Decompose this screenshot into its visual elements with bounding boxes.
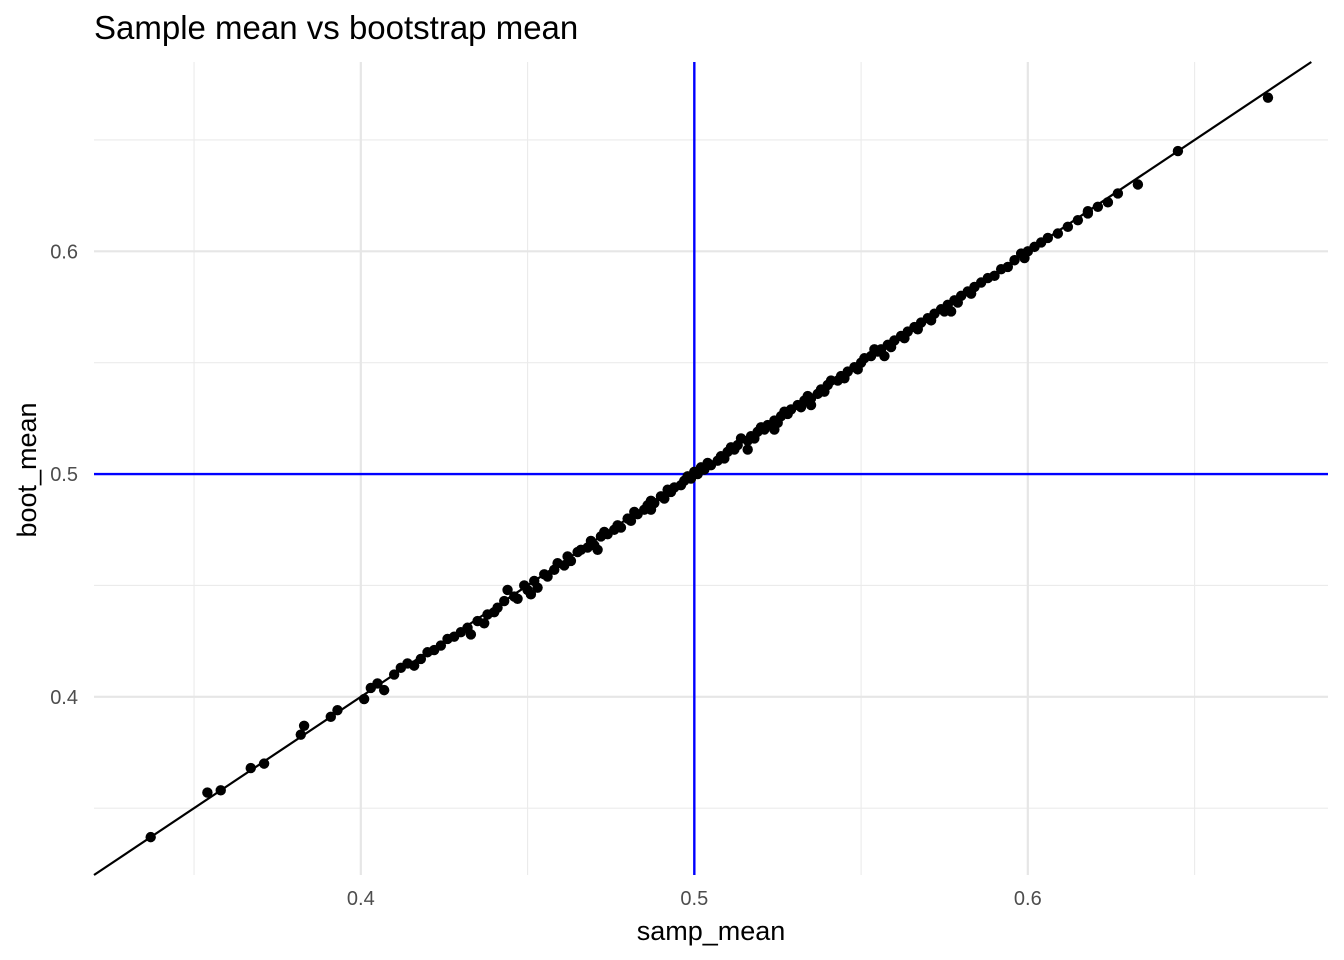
data-point <box>659 493 670 504</box>
data-point <box>258 758 270 769</box>
data-point <box>1092 201 1104 212</box>
data-point <box>298 720 310 731</box>
data-point <box>1002 261 1014 273</box>
data-point <box>945 306 957 317</box>
data-point <box>1082 206 1094 217</box>
y-tick-label: 0.6 <box>50 241 78 263</box>
data-point <box>378 684 390 696</box>
data-point <box>1102 197 1114 208</box>
data-point <box>615 522 627 533</box>
data-point <box>592 544 603 555</box>
data-point <box>1009 255 1020 266</box>
data-point <box>542 571 553 582</box>
data-point <box>415 653 427 665</box>
tick-labels: 0.4 0.5 0.6 0.4 0.5 0.6 <box>50 241 1042 910</box>
data-point <box>989 270 1000 282</box>
data-point <box>372 678 383 689</box>
data-point <box>245 762 256 774</box>
data-point <box>565 555 577 567</box>
data-point <box>358 693 370 705</box>
y-tick-label: 0.4 <box>50 687 78 709</box>
chart-title: Sample mean vs bootstrap mean <box>94 9 578 46</box>
data-point <box>512 593 523 605</box>
data-point <box>805 399 817 411</box>
y-axis-label: boot_mean <box>12 402 42 537</box>
data-point <box>295 729 306 740</box>
data-points <box>145 92 1274 843</box>
data-point <box>435 640 447 651</box>
x-tick-label: 0.5 <box>680 888 708 910</box>
data-point <box>1019 252 1030 264</box>
data-point <box>1172 145 1184 157</box>
data-point <box>532 582 543 593</box>
y-tick-label: 0.5 <box>50 464 78 486</box>
data-point <box>1042 232 1054 244</box>
data-point <box>645 504 657 515</box>
data-point <box>769 424 780 435</box>
x-tick-label: 0.6 <box>1014 888 1042 910</box>
data-point <box>1062 221 1074 233</box>
x-tick-label: 0.4 <box>347 888 375 910</box>
data-point <box>1072 214 1084 226</box>
data-point <box>202 787 213 798</box>
data-point <box>465 629 477 640</box>
x-axis-label: samp_mean <box>637 916 786 946</box>
data-point <box>408 660 420 671</box>
data-point <box>879 350 890 362</box>
data-point <box>492 602 503 613</box>
data-point <box>215 785 226 796</box>
data-point <box>388 669 400 680</box>
data-point <box>1112 188 1124 199</box>
data-point <box>325 711 336 723</box>
data-point <box>742 444 753 455</box>
data-point <box>145 831 156 843</box>
data-point <box>625 515 637 527</box>
data-point <box>1132 179 1144 190</box>
data-point <box>1052 228 1064 239</box>
data-point <box>1262 92 1274 103</box>
data-point <box>332 704 343 716</box>
data-point <box>525 589 537 600</box>
data-point <box>479 618 490 629</box>
data-point <box>499 595 510 607</box>
data-point <box>502 584 513 596</box>
